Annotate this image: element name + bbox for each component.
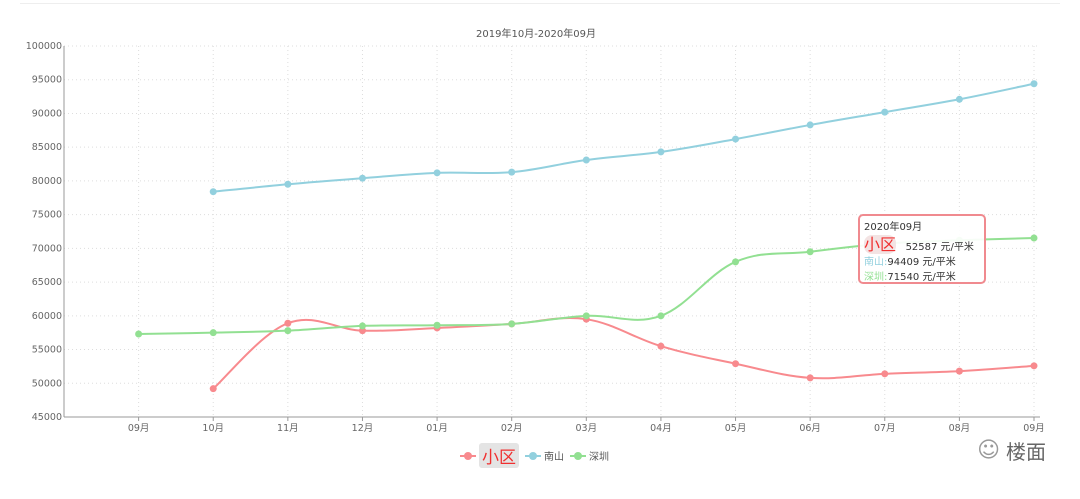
y-tick-label: 70000 [32, 243, 62, 254]
data-point [358, 322, 366, 330]
data-point [732, 360, 740, 368]
y-tick-label: 90000 [32, 108, 62, 119]
tooltip: 2020年09月 小区 52587 元/平米 南山:94409 元/平米 深圳:… [858, 214, 986, 284]
data-point [433, 169, 441, 177]
tooltip-label-nanshan: 南山: [864, 257, 888, 268]
data-point [955, 367, 963, 375]
data-point [881, 370, 889, 378]
data-point [433, 321, 441, 329]
chart-title: 2019年10月-2020年09月 [476, 27, 596, 40]
data-point [657, 148, 665, 156]
series-line-小区 [212, 316, 1035, 390]
y-tick-label: 100000 [26, 41, 62, 52]
data-point [1030, 234, 1038, 242]
data-point [732, 135, 740, 143]
legend-item-nanshan[interactable]: 南山 [525, 448, 564, 463]
data-point [806, 248, 814, 256]
data-point [881, 108, 889, 116]
x-tick-label: 03月 [576, 423, 598, 434]
x-tick-label: 04月 [650, 423, 672, 434]
legend: 小区 南山 深圳 [460, 443, 609, 468]
tooltip-title: 2020年09月 [864, 222, 923, 233]
data-point [1030, 80, 1038, 88]
legend-marker [460, 451, 476, 460]
data-point [135, 330, 143, 338]
data-point [657, 312, 665, 320]
data-point [1030, 362, 1038, 370]
data-point [209, 385, 217, 393]
x-tick-label: 01月 [426, 423, 448, 434]
x-tick-label: 09月 [1023, 423, 1045, 434]
x-tick-label: 09月 [128, 423, 150, 434]
tooltip-label-shenzhen: 深圳: [864, 272, 888, 283]
y-tick-label: 50000 [32, 378, 62, 389]
legend-label: 南山 [544, 452, 564, 463]
data-point [582, 312, 590, 320]
x-tick-label: 11月 [277, 423, 299, 434]
data-point [358, 174, 366, 182]
legend-label: 深圳 [589, 452, 609, 463]
series-line-南山 [213, 82, 1035, 193]
y-tick-label: 65000 [32, 277, 62, 288]
legend-marker [525, 451, 541, 460]
data-point [284, 180, 292, 188]
wechat-icon: ☺ [977, 438, 1000, 463]
x-tick-label: 12月 [352, 423, 374, 434]
tooltip-label-xiaoqu: 小区 [864, 235, 897, 254]
data-point [284, 327, 292, 335]
legend-item-xiaoqu[interactable]: 小区 [460, 443, 519, 468]
x-tick-label: 02月 [501, 423, 523, 434]
y-tick-label: 55000 [32, 345, 62, 356]
y-tick-label: 75000 [32, 210, 62, 221]
data-point [209, 188, 217, 196]
y-tick-label: 60000 [32, 311, 62, 322]
y-tick-label: 45000 [32, 412, 62, 423]
tooltip-value-xiaoqu: 52587 元/平米 [905, 242, 974, 253]
watermark-text: 楼面 [1006, 440, 1046, 464]
x-tick-label: 10月 [202, 423, 224, 434]
tooltip-value-shenzhen: 71540 元/平米 [887, 272, 956, 283]
data-point [806, 121, 814, 129]
x-tick-label: 07月 [874, 423, 896, 434]
data-point [582, 156, 590, 164]
data-point [806, 374, 814, 382]
data-point [284, 319, 292, 327]
y-tick-label: 95000 [32, 75, 62, 86]
y-tick-label: 80000 [32, 176, 62, 187]
data-point [508, 168, 516, 176]
data-point [732, 258, 740, 266]
y-tick-label: 85000 [32, 142, 62, 153]
x-tick-label: 08月 [949, 423, 971, 434]
tooltip-value-nanshan: 94409 元/平米 [887, 257, 956, 268]
legend-marker [570, 451, 586, 460]
data-point [508, 320, 516, 328]
data-point [657, 342, 665, 350]
legend-item-shenzhen[interactable]: 深圳 [570, 448, 609, 463]
top-divider [20, 3, 1060, 4]
legend-label: 小区 [479, 443, 519, 468]
data-point [209, 329, 217, 337]
watermark: ☺ 楼面 [977, 436, 1046, 465]
x-tick-label: 06月 [799, 423, 821, 434]
data-point [955, 95, 963, 103]
x-tick-label: 05月 [725, 423, 747, 434]
